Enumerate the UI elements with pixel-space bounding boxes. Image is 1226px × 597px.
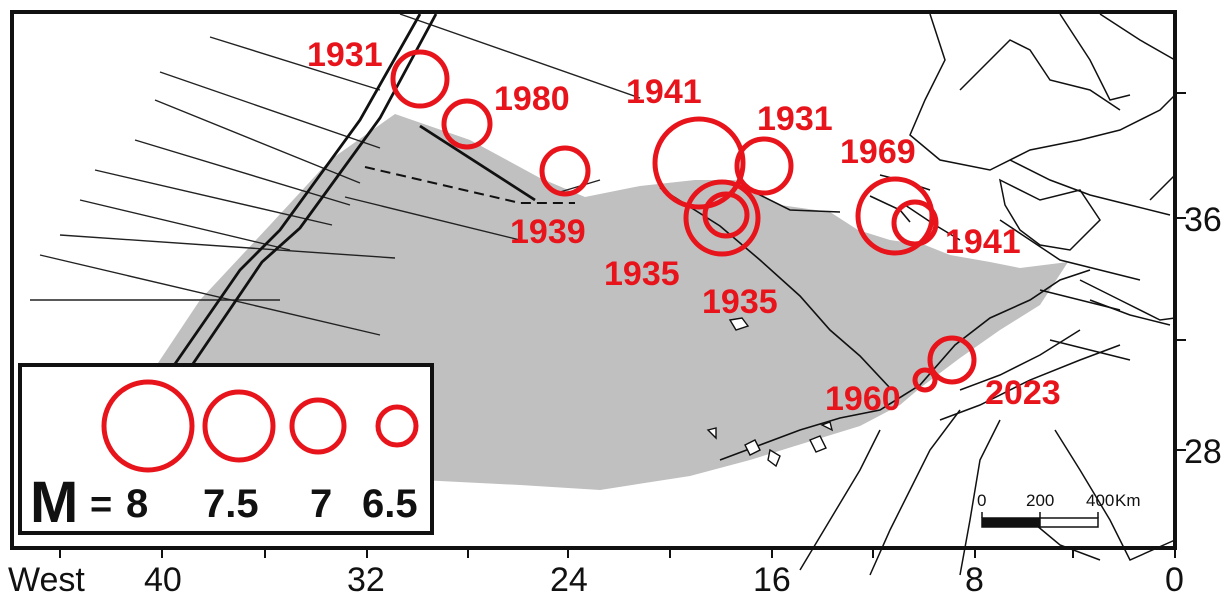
earthquake-marker-1935-large: [683, 179, 761, 257]
legend-circle-8: [101, 379, 195, 473]
legend-mag-6.5: 6.5: [362, 482, 418, 526]
x-tick-label-8: 8: [965, 561, 984, 597]
legend-circle-7: [289, 397, 347, 455]
label-1939: 1939: [510, 213, 586, 251]
y-axis: [1175, 92, 1186, 451]
earthquake-marker-1931-east: [734, 136, 794, 196]
label-1931-east: 1931: [757, 100, 833, 138]
label-1941-central: 1941: [626, 73, 702, 111]
legend-symbol: M: [30, 470, 78, 535]
x-tick-label-24: 24: [550, 561, 588, 597]
legend-mag-8: 8: [126, 482, 148, 526]
x-tick-label-40: 40: [144, 561, 182, 597]
legend-mag-7.5: 7.5: [203, 482, 259, 526]
x-tick-label-0: 0: [1165, 561, 1184, 597]
year-labels: 1931 1980 1939 1941 1931 1935 1935 1969 …: [307, 36, 1061, 418]
scale-bar: 0 200 400 Km: [977, 491, 1141, 528]
transform-faults: [30, 13, 641, 336]
earthquake-marker-1935-small: [702, 191, 750, 239]
x-tick-label-16: 16: [753, 561, 791, 597]
earthquake-marker-1939: [539, 145, 591, 197]
label-1931-west: 1931: [307, 36, 383, 74]
y-tick-label-28: 28: [1184, 433, 1222, 471]
legend-equals: =: [90, 484, 112, 526]
scale-label-400: 400: [1086, 491, 1114, 510]
x-axis-prefix: West: [8, 561, 85, 597]
magnitude-legend: M = 8 7.5 7 6.5: [18, 363, 434, 535]
legend-circle-7.5: [202, 389, 276, 463]
label-1941-east: 1941: [945, 223, 1021, 261]
legend-circle-6.5: [375, 404, 419, 448]
x-tick-label-32: 32: [347, 561, 385, 597]
fracture-line: [364, 166, 575, 204]
label-1935-right: 1935: [702, 283, 778, 321]
label-1969: 1969: [840, 133, 916, 171]
earthquake-marker-1931-west: [390, 49, 450, 109]
earthquake-marker-2023: [927, 335, 977, 385]
y-tick-label-36: 36: [1184, 201, 1222, 239]
scale-unit: Km: [1115, 491, 1141, 510]
label-1960: 1960: [825, 380, 901, 418]
thrust-faults: [879, 159, 1171, 391]
scale-label-200: 200: [1026, 491, 1054, 510]
x-axis: [59, 548, 1176, 558]
scale-label-0: 0: [977, 491, 986, 510]
legend-mag-7: 7: [310, 482, 332, 526]
earthquake-marker-1941-central: [652, 116, 746, 210]
earthquake-marker-1941-east: [891, 199, 939, 247]
plate-boundaries: [659, 187, 1091, 461]
continent-outline: [799, 13, 1176, 576]
earthquake-marker-1980: [441, 98, 493, 150]
earthquake-marker-1969: [855, 176, 935, 256]
label-1935-left: 1935: [604, 255, 680, 293]
label-1980: 1980: [494, 80, 570, 118]
earthquake-markers: [390, 49, 977, 393]
map-frame: [10, 10, 1177, 550]
label-2023: 2023: [985, 374, 1061, 412]
earthquake-marker-1960: [912, 367, 938, 393]
islands: [706, 317, 834, 468]
